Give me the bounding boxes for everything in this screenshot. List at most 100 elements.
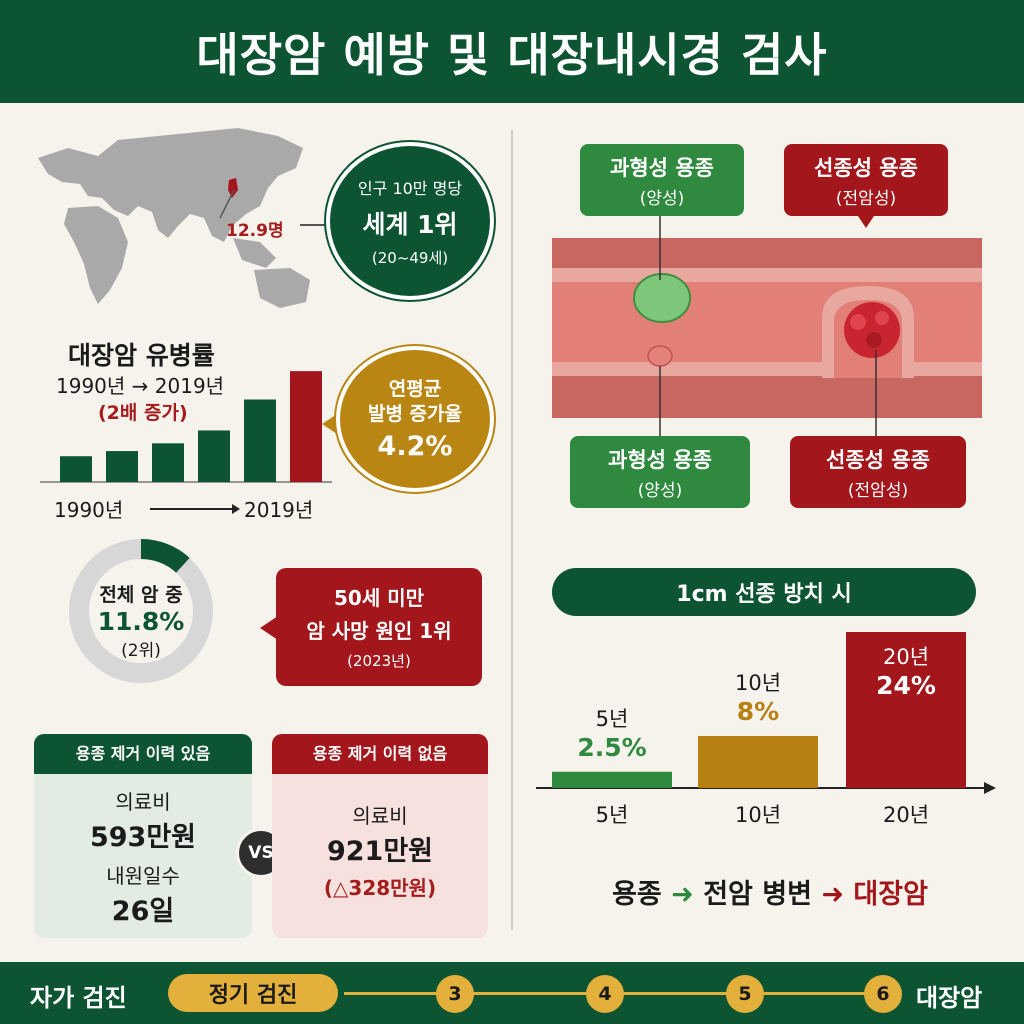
callout-age: 50세 미만 [334,586,424,610]
africa-landmass [64,206,128,304]
growth-rate-badge: 연평균 발병 증가율 4.2% [336,346,494,492]
polyp-pointer-lines [659,214,877,436]
risk-bar-3 [846,632,966,788]
with-cost-value: 593만원 [89,822,197,853]
hyperplastic-title-bottom: 과형성 용종 [608,447,712,472]
risk-bar-1 [552,771,672,788]
colon-outer-wall-bottom [552,376,982,418]
australia-landmass [254,268,310,308]
flow-arrow-icon-2: ➜ [821,879,844,910]
prevalence-bar-chart [40,371,332,483]
timeline-step-3: 3 [436,975,474,1013]
badge-age-range: (20~49세) [371,248,449,267]
timeline-step-5: 5 [726,975,764,1013]
page-title: 대장암 예방 및 대장내시경 검사 [196,27,828,82]
risk-axis-label-3: 20년 [883,803,929,827]
prevalence-title: 대장암 유병률 [68,341,215,370]
prevalence-bar-1 [60,456,92,482]
colon-cross-section [552,238,982,418]
with-polyp-removal-card: 용종 제거 이력 있음 의료비 593만원 내원일수 26일 [34,734,252,938]
callout-pointer [260,616,278,640]
connector-line [219,189,235,219]
rate-connector [300,224,330,226]
prevalence-bar-5 [244,399,276,482]
timeline-end-label: 대장암 [916,984,983,1012]
growth-badge-line2: 발병 증가율 [367,402,462,425]
eurasia-landmass [38,128,303,242]
regular-checkup-pill: 정기 검진 [168,974,338,1012]
with-days-value: 26일 [111,896,175,927]
prevalence-subtitle: 1990년 → 2019년 [56,374,225,398]
adenoma-label-top: 선종성 용종 (전암성) [784,144,948,216]
with-cost-label: 의료비 [115,790,171,814]
cancer-share-donut [69,539,213,683]
with-removal-title: 용종 제거 이력 있음 [34,734,252,774]
header-banner: 대장암 예방 및 대장내시경 검사 [0,0,1024,103]
donut-value: 11.8% [97,607,185,636]
axis-arrow-icon [150,504,240,514]
timeline-start-label: 자가 검진 [30,984,127,1012]
growth-pointer [322,412,340,436]
progression-flow: 용종 ➜ 전암 병변 ➜ 대장암 [560,872,980,911]
prevalence-note: (2배 증가) [98,402,188,424]
donut-slice-colorectal [140,539,190,573]
hyperplastic-polyp-top [633,273,691,323]
flow-precancer: 전암 병변 [703,879,812,910]
hyperplastic-sub-bottom: (양성) [637,480,683,501]
korea-highlight [228,178,238,198]
hyperplastic-sub-top: (양성) [639,188,685,209]
korea-rate-value: 12.9명 [226,221,284,241]
callout-rank: 암 사망 원인 1위 [306,619,452,643]
japan-landmass [240,170,254,194]
growth-badge-line1: 연평균 [388,377,442,400]
column-divider [511,130,513,930]
screening-timeline-footer: 자가 검진 정기 검진 3 4 5 6 대장암 [0,962,1024,1024]
risk-header-pill: 1cm 선종 방치 시 [552,568,976,616]
risk-axis-label-2: 10년 [735,803,781,827]
without-cost-diff: (△328만원) [323,876,437,900]
donut-center: 전체 암 중 11.8% (2위) [66,580,216,661]
risk-period-label-3: 20년 [883,645,929,669]
colon-outer-wall-top [552,238,982,272]
hyperplastic-title-top: 과형성 용종 [610,155,714,180]
risk-bar-2 [698,736,818,788]
hyperplastic-label-top: 과형성 용종 (양성) [580,144,744,216]
axis-end-label: 2019년 [244,498,314,522]
risk-value-label-1: 2.5% [577,733,646,762]
risk-period-label-2: 10년 [735,671,781,695]
prevalence-bar-2 [106,451,138,482]
adenoma-title-top: 선종성 용종 [814,155,918,180]
donut-label: 전체 암 중 [99,584,183,606]
world-map [38,128,310,308]
without-cost-label: 의료비 [352,804,408,828]
prevalence-bar-4 [198,430,230,482]
adenoma-pointer [858,216,874,228]
prevalence-bar-3 [152,443,184,482]
timeline-step-6: 6 [864,975,902,1013]
asia-islands [233,238,276,268]
flow-cancer: 대장암 [853,879,928,910]
adenoma-sub-bottom: (전암성) [847,480,909,501]
axis-start-label: 1990년 [54,498,124,522]
adenoma-label-bottom: 선종성 용종 (전암성) [790,436,966,508]
prevalence-bar-6 [290,371,322,482]
risk-period-label-1: 5년 [596,707,629,731]
without-removal-title: 용종 제거 이력 없음 [272,734,488,774]
badge-world-rank: 세계 1위 [362,209,458,239]
without-cost-value: 921만원 [326,836,434,867]
flow-arrow-icon-1: ➜ [671,879,694,910]
badge-population-basis: 인구 10만 명당 [357,178,463,198]
risk-value-label-2: 8% [737,697,779,726]
timeline-step-4: 4 [586,975,624,1013]
hyperplastic-label-bottom: 과형성 용종 (양성) [570,436,750,508]
growth-badge-value: 4.2% [377,430,453,462]
donut-rank: (2위) [121,641,161,661]
risk-value-label-3: 24% [876,671,936,700]
under50-callout: 50세 미만 암 사망 원인 1위 (2023년) [276,568,482,686]
without-polyp-removal-card: 용종 제거 이력 없음 의료비 921만원 (△328만원) [272,734,488,938]
callout-year: (2023년) [347,652,411,670]
risk-axis-label-1: 5년 [596,803,629,827]
adenoma-sub-top: (전암성) [835,188,897,209]
flow-polyp: 용종 [612,879,662,910]
